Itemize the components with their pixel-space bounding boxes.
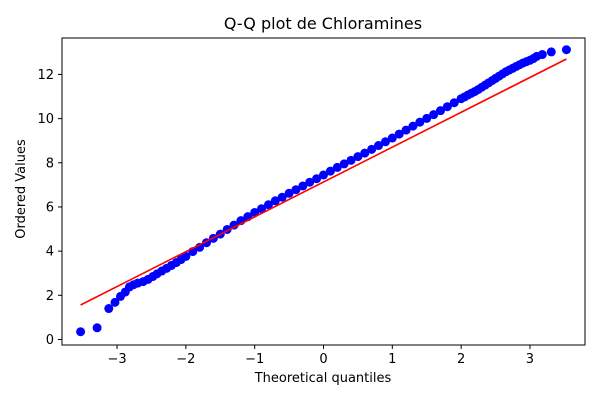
data-point (339, 159, 349, 169)
data-point (546, 47, 556, 57)
x-tick-label: −1 (245, 352, 264, 367)
data-point (277, 192, 287, 202)
y-tick-label: 4 (46, 245, 54, 260)
data-point (305, 177, 315, 187)
data-point (429, 110, 439, 120)
data-point (408, 121, 418, 131)
data-point (394, 129, 404, 139)
data-point (104, 304, 114, 314)
x-tick-label: −3 (107, 352, 126, 367)
data-point (353, 152, 363, 162)
y-tick-label: 0 (46, 333, 54, 348)
data-point (374, 141, 384, 151)
data-point (270, 196, 280, 206)
data-point (229, 220, 239, 230)
data-point (367, 144, 377, 154)
data-point (435, 106, 445, 116)
x-axis-label: Theoretical quantiles (254, 371, 392, 386)
data-point (312, 174, 322, 184)
data-point (561, 45, 571, 55)
data-point (387, 133, 397, 143)
data-point (298, 181, 308, 191)
data-point (291, 185, 301, 195)
data-point (250, 207, 260, 217)
x-tick-label: 0 (319, 352, 327, 367)
x-tick-label: 2 (457, 352, 465, 367)
data-point (415, 117, 425, 127)
data-point (380, 137, 390, 147)
y-tick-label: 10 (37, 112, 54, 127)
fit-line (80, 58, 567, 306)
y-tick-label: 6 (46, 200, 54, 215)
y-axis-label: Ordered Values (14, 139, 29, 239)
y-tick-label: 12 (37, 68, 54, 83)
data-point (537, 50, 547, 60)
data-point (422, 113, 432, 123)
data-point (263, 200, 273, 210)
chart-title: Q-Q plot de Chloramines (224, 14, 422, 33)
y-tick-label: 2 (46, 289, 54, 304)
data-point (325, 166, 335, 176)
x-tick-label: 1 (388, 352, 396, 367)
data-point (92, 323, 102, 333)
data-point (401, 125, 411, 135)
data-point (442, 102, 452, 112)
data-point (319, 170, 328, 180)
x-tick-label: 3 (526, 352, 534, 367)
data-point (449, 98, 459, 108)
y-tick-label: 8 (46, 156, 54, 171)
data-point (284, 188, 294, 198)
data-point (76, 327, 86, 337)
data-point (110, 297, 120, 307)
data-point (360, 148, 370, 158)
data-point (332, 162, 342, 172)
data-point (257, 204, 267, 214)
data-point (181, 251, 191, 261)
x-tick-label: −2 (176, 352, 195, 367)
data-point (346, 155, 356, 165)
